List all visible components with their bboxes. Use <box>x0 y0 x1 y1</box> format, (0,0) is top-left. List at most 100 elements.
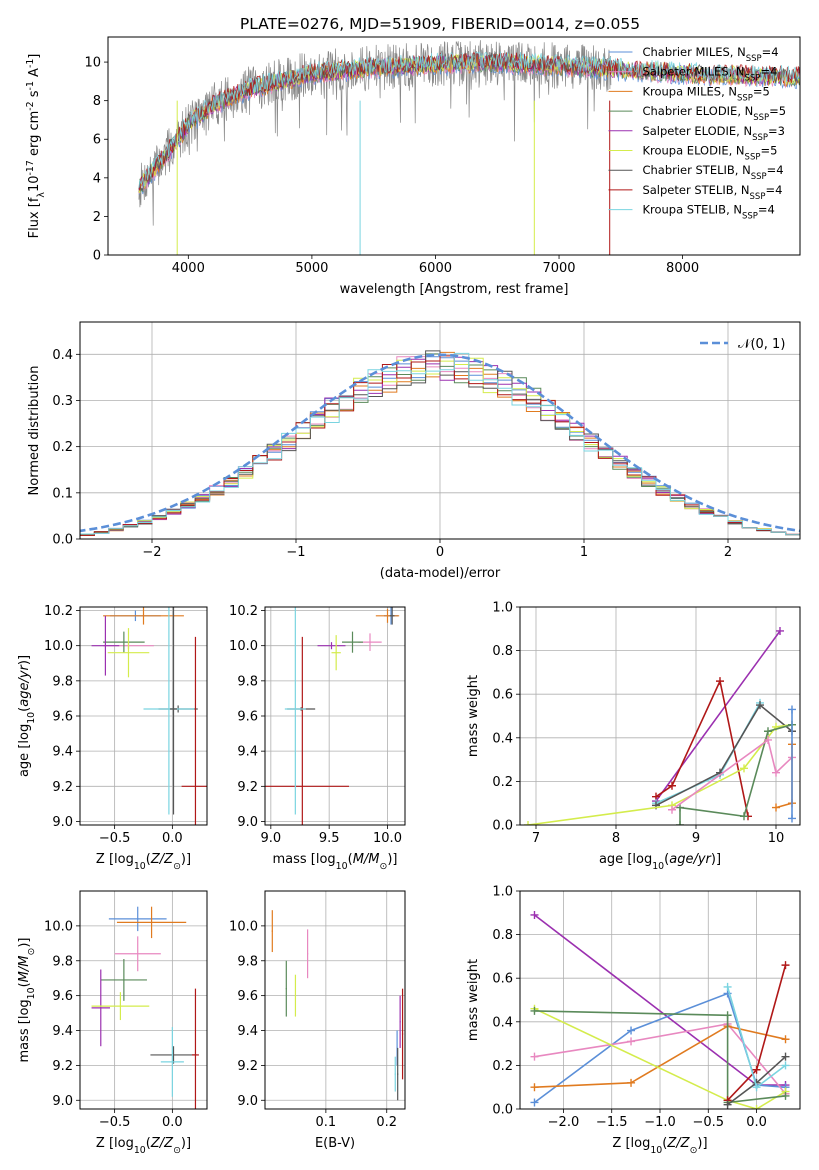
x-tick-label: 5000 <box>295 261 328 276</box>
x-tick-label: −0.5 <box>692 1115 724 1130</box>
y-tick-label: 9.8 <box>52 954 73 969</box>
plot-area <box>265 607 400 825</box>
axes-spectrum: 4000 5000 6000 7000 8000 0 2 4 6 8 10 wavelength [A… <box>25 36 801 297</box>
weight-line-kroupa-elodie <box>534 1007 786 1109</box>
axes-frame: 9.0 9.5 10.0 9.0 9.2 9.4 9.6 9.8 10.0 10.2 mass [l… <box>229 604 406 872</box>
x-tick-label: 2 <box>724 545 732 560</box>
weight-marker-chabrier-elodie <box>530 1006 539 1015</box>
gridlines <box>520 606 800 826</box>
y-tick-label: 0.0 <box>492 1103 513 1118</box>
y-tick-label: 9.2 <box>237 1059 258 1074</box>
y-tick-label: 0.0 <box>52 533 73 548</box>
x-axis-label: mass [log10(M/M⊙)] <box>272 852 397 872</box>
axes-frame: −0.5 0.0 9.0 9.2 9.4 9.6 9.8 10.0 10.2 Z [log10(Z… <box>17 604 208 872</box>
x-tick-label: 7 <box>532 831 540 846</box>
y-axis-label: mass weight <box>466 675 481 757</box>
weight-marker-salpeter-stelib <box>668 781 676 790</box>
y-tick-label: 9.0 <box>237 815 258 830</box>
weight-line-kroupa-elodie <box>527 723 793 825</box>
x-tick-label: −0.5 <box>99 831 131 846</box>
weight-marker-kroupa-stelib <box>752 1083 761 1092</box>
figure-title: PLATE=0276, MJD=51909, FIBERID=0014, z=0… <box>240 15 640 33</box>
x-tick-label: −1.0 <box>644 1115 676 1130</box>
y-axis-label: age [log10(age/yr)] <box>17 655 37 777</box>
y-axis-label: mass [log10(M/M⊙)] <box>17 937 37 1062</box>
x-tick-label: 6000 <box>419 261 452 276</box>
x-axis-label: wavelength [Angstrom, rest frame] <box>340 282 569 297</box>
x-tick-label: 8 <box>612 831 620 846</box>
y-tick-label: 1.0 <box>492 885 513 900</box>
legend-label: Kroupa ELODIE, NSSP=5 <box>642 144 777 163</box>
weight-marker-kroupa-miles <box>530 1083 539 1092</box>
y-tick-label: 9.8 <box>52 674 73 689</box>
weight-marker-kroupa-stelib <box>781 1061 790 1070</box>
plot-area <box>91 906 199 1109</box>
legend-label: Chabrier STELIB, NSSP=4 <box>642 163 783 182</box>
legend-label: Kroupa STELIB, NSSP=4 <box>642 203 774 222</box>
x-tick-label: 4000 <box>172 261 205 276</box>
weight-marker-chabrier-elodie <box>781 1091 790 1100</box>
weight-marker-kroupa-stelib <box>723 982 732 991</box>
x-tick-label: 7000 <box>542 261 575 276</box>
axes-border <box>107 36 801 256</box>
weight-marker-chabrier-elodie <box>676 803 684 812</box>
y-axis-label: mass weight <box>466 959 481 1041</box>
weight-marker-kroupa-miles <box>781 1035 790 1044</box>
gridlines <box>80 607 207 825</box>
y-tick-label: 0.8 <box>492 928 513 943</box>
x-axis-label: E(B-V) <box>315 1136 355 1151</box>
y-tick-label: 0.2 <box>492 775 513 790</box>
weight-marker-salpeter-miles <box>668 805 676 814</box>
weight-marker-chabrier-miles <box>530 1098 539 1107</box>
axes-border <box>264 890 406 1110</box>
x-tick-label: −1.5 <box>596 1115 628 1130</box>
plot-area <box>91 607 207 825</box>
plot-area <box>138 40 800 255</box>
x-tick-label: 9.5 <box>319 831 340 846</box>
weight-marker-salpeter-miles <box>772 768 780 777</box>
weight-marker-chabrier-elodie <box>764 727 772 736</box>
plot-area <box>271 910 404 1101</box>
axes-frame: −2.0 −1.5 −1.0 −0.5 0.0 0.0 0.2 0.4 0.6 0.8 1.0 Z [… <box>466 885 801 1156</box>
gridlines <box>80 891 207 1109</box>
weight-marker-salpeter-miles <box>530 1052 539 1061</box>
weight-marker-salpeter-miles <box>627 1037 636 1046</box>
axes-weight_vs_age: 7 8 9 10 0.0 0.2 0.4 0.6 0.8 1.0 age [log10(age/yr… <box>466 601 801 872</box>
weight-line-chabrier-elodie <box>534 1010 786 1104</box>
x-tick-label: −2.0 <box>548 1115 580 1130</box>
x-axis-label: (data-model)/error <box>380 566 501 581</box>
y-tick-label: 0.6 <box>492 972 513 987</box>
weight-line-chabrier-stelib <box>655 703 793 807</box>
legend-label: Kroupa MILES, NSSP=5 <box>642 84 769 103</box>
axes-frame: 0.1 0.2 9.0 9.2 9.4 9.6 9.8 10.0 E(B-V) <box>229 890 406 1151</box>
y-tick-label: 9.2 <box>52 1059 73 1074</box>
weight-line-kroupa-miles <box>534 1025 786 1088</box>
model-spectrum-kroupa-stelib <box>138 51 800 188</box>
y-tick-label: 0.0 <box>492 819 513 834</box>
axes-border <box>79 890 208 1110</box>
axes-frame: 7 8 9 10 0.0 0.2 0.4 0.6 0.8 1.0 age [log10(age/yr… <box>466 601 801 872</box>
x-tick-label: 0.1 <box>316 1115 337 1130</box>
observed-spectrum <box>138 40 612 226</box>
y-tick-label: 10 <box>84 56 101 71</box>
y-tick-label: 0.1 <box>52 486 73 501</box>
y-tick-label: 9.8 <box>237 674 258 689</box>
normal-distribution-curve <box>80 353 800 533</box>
y-tick-label: 9.6 <box>52 710 73 725</box>
histogram-kroupa-stelib <box>80 352 800 538</box>
axes-frame: 4000 5000 6000 7000 8000 0 2 4 6 8 10 wavelength [A… <box>25 36 801 297</box>
y-tick-label: 9.0 <box>237 1094 258 1109</box>
weight-line-salpeter-miles <box>534 1023 787 1095</box>
x-axis-label: Z [log10(Z/Z⊙)] <box>612 1136 707 1156</box>
y-tick-label: 9.6 <box>52 989 73 1004</box>
weight-line-salpeter-miles <box>671 738 793 811</box>
y-tick-label: 0.2 <box>492 1059 513 1074</box>
y-tick-label: 9.2 <box>237 780 258 795</box>
x-tick-label: 0 <box>436 545 444 560</box>
legend-label: Salpeter MILES, NSSP=4 <box>642 65 777 84</box>
y-tick-label: 8 <box>93 94 101 109</box>
x-tick-label: 1 <box>580 545 588 560</box>
y-axis-label: Normed distribution <box>27 366 42 496</box>
y-tick-label: 4 <box>93 171 101 186</box>
